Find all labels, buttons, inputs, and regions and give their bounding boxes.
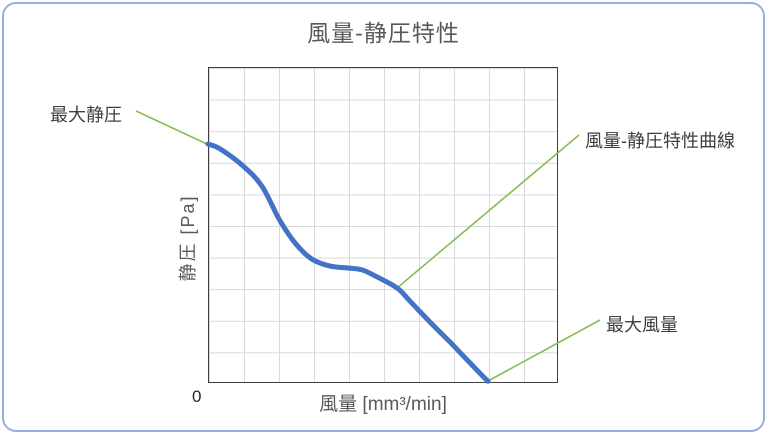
x-axis-label: 風量 [mm³/min] bbox=[319, 394, 447, 415]
annotation-max-airflow: 最大風量 bbox=[606, 315, 678, 335]
annotation-max-static-pressure: 最大静圧 bbox=[50, 105, 122, 125]
y-axis-label: 静圧 [Pa] bbox=[178, 194, 198, 282]
origin-tick-label: 0 bbox=[192, 387, 202, 406]
plot-area bbox=[208, 67, 558, 383]
chart-title: 風量-静圧特性 bbox=[307, 20, 460, 46]
annotation-curve-label: 風量-静圧特性曲線 bbox=[585, 131, 735, 151]
